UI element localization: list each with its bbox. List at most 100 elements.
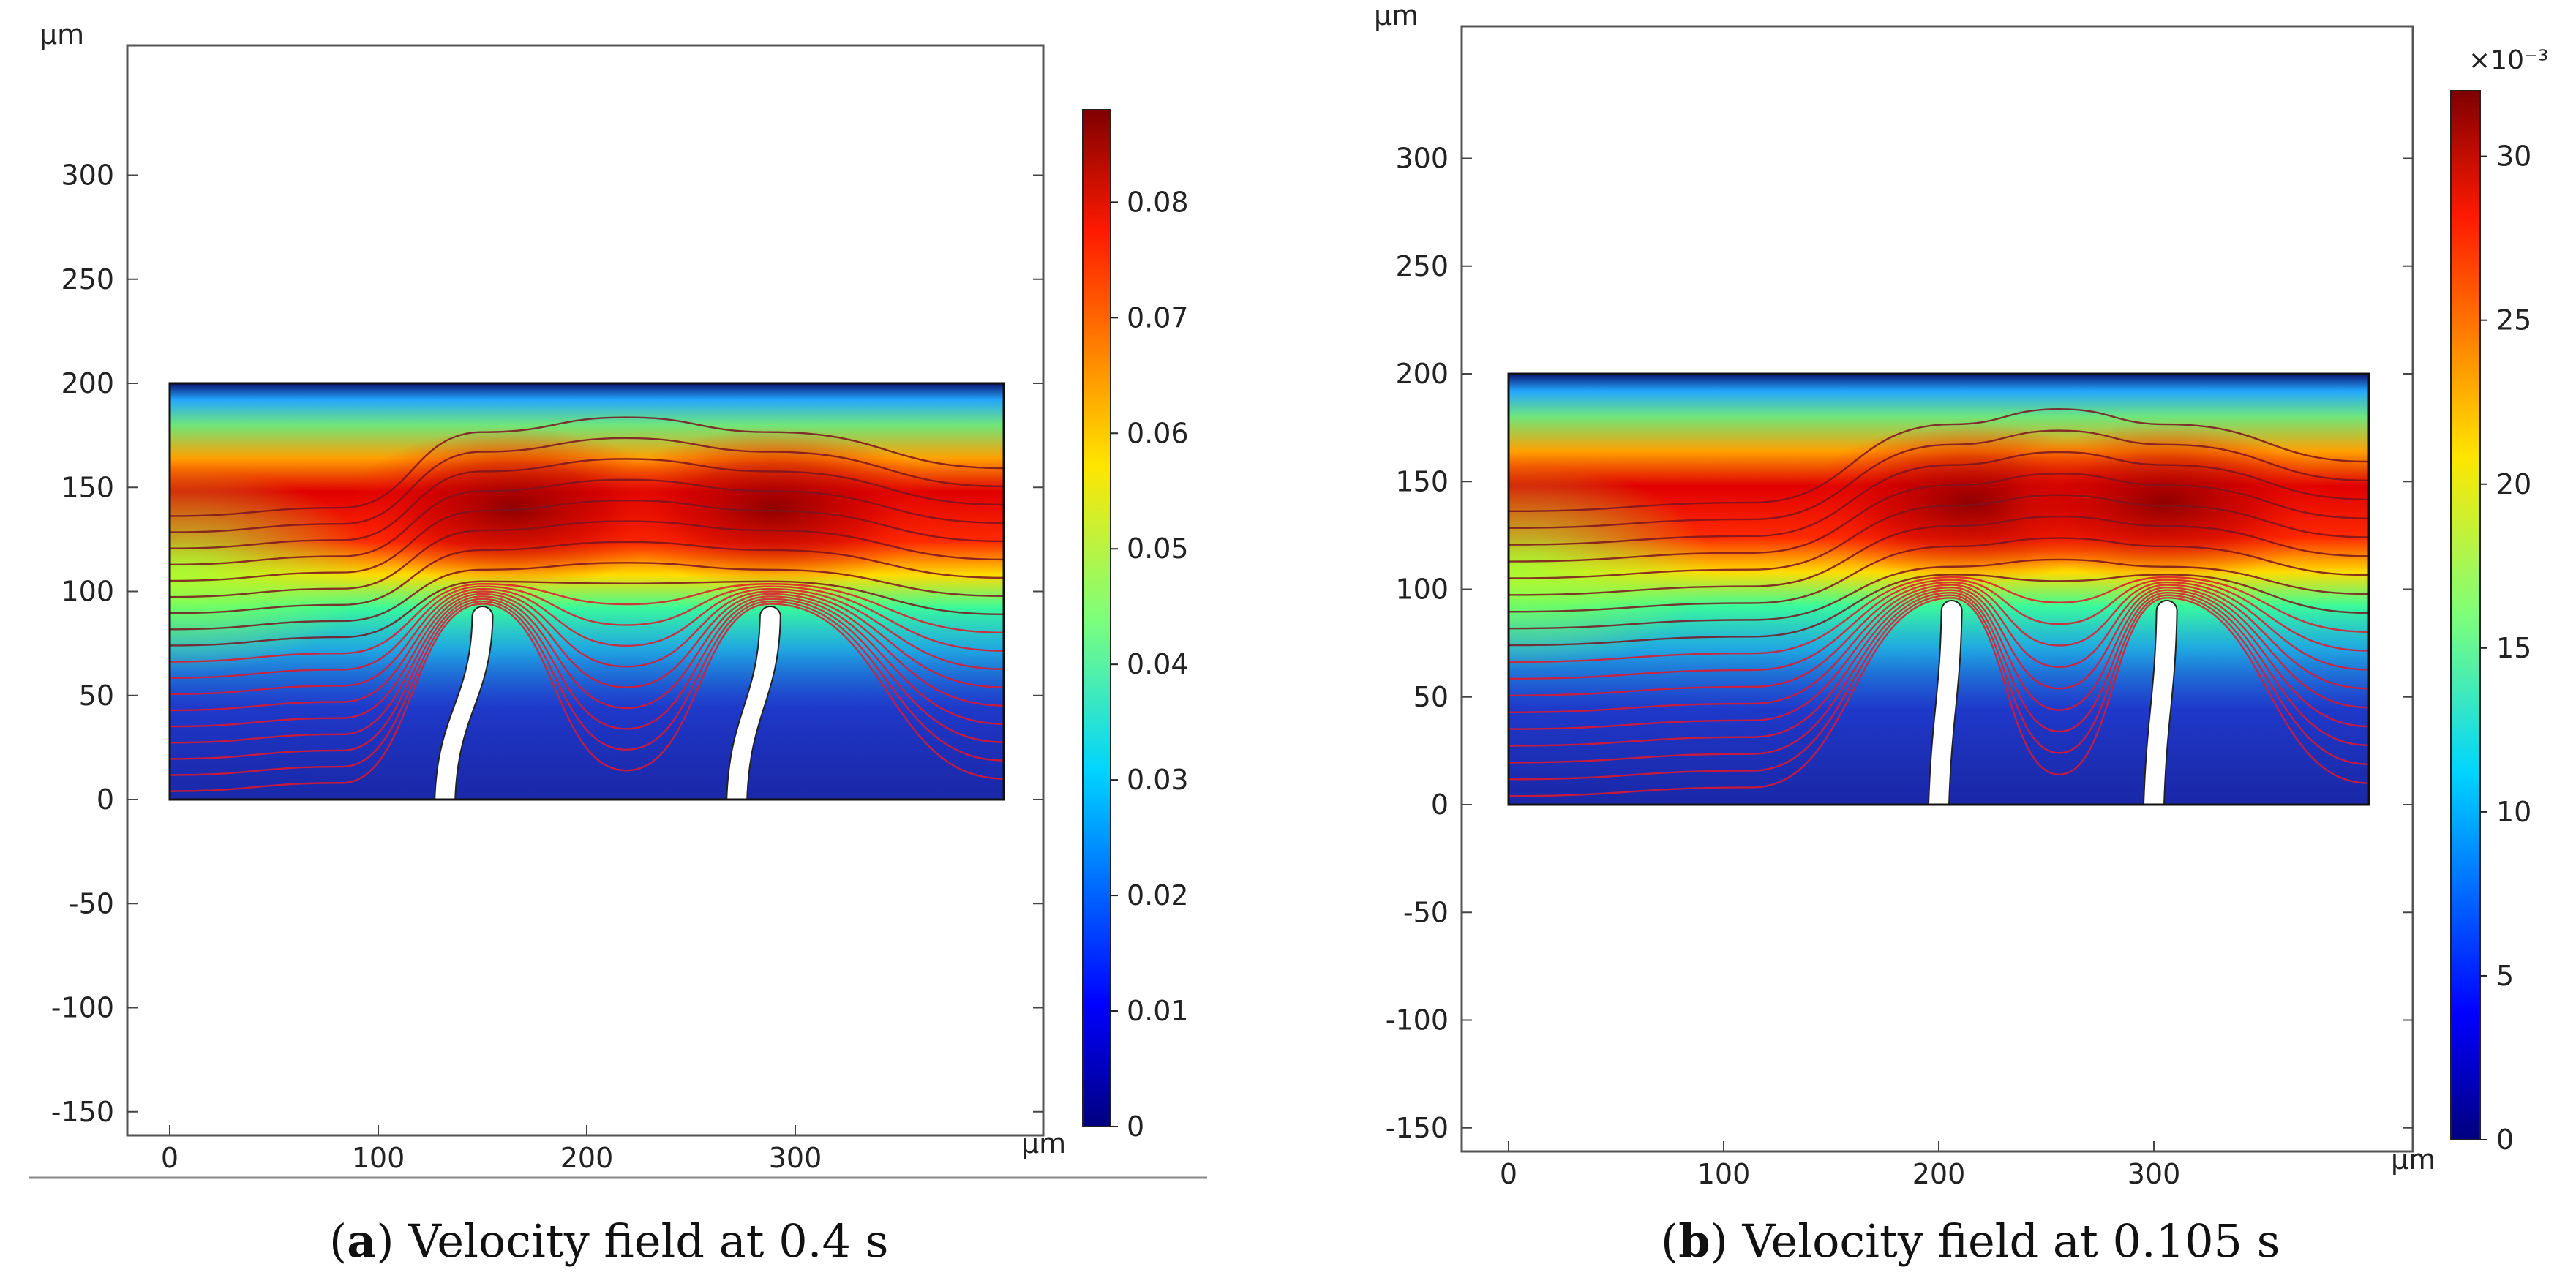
caption-paren-close: ) <box>1711 1214 1728 1268</box>
x-tick-label: 100 <box>1697 1158 1751 1190</box>
streamline-16 <box>170 458 1004 549</box>
domain-outline <box>1507 372 2370 806</box>
colorbar-tick-label: 20 <box>2496 468 2531 500</box>
colorbar-tick-label: 5 <box>2496 960 2514 992</box>
colorbar-tick-label: 0.03 <box>1127 764 1189 796</box>
cilium-1 <box>1927 600 1963 805</box>
streamline-14 <box>1509 494 2369 579</box>
y-tick-label: -100 <box>51 992 114 1024</box>
caption-text: Velocity field at 0.105 s <box>1728 1214 2280 1268</box>
streamline-4 <box>170 595 1004 744</box>
velocity-peak-1 <box>345 427 683 589</box>
cilium-1 <box>434 606 494 800</box>
streamline-8 <box>170 585 1004 679</box>
domain-outline <box>168 382 1005 801</box>
y-tick-label: -50 <box>1403 896 1449 928</box>
caption-text: Velocity field at 0.4 s <box>394 1214 889 1268</box>
streamline-4 <box>1509 589 2369 747</box>
streamline-6 <box>1509 584 2369 713</box>
streamline-15 <box>1509 473 2369 563</box>
colorbar-tick-label: 10 <box>2496 796 2531 828</box>
streamline-3 <box>170 598 1004 760</box>
y-axis-unit: μm <box>40 18 84 50</box>
y-tick-label: 0 <box>1431 789 1449 821</box>
y-tick-label: 100 <box>1395 574 1449 606</box>
x-tick-label: 0 <box>1500 1158 1517 1190</box>
x-axis-unit: μm <box>1021 1127 1066 1159</box>
x-tick-label: 100 <box>352 1142 405 1174</box>
streamline-5 <box>1509 586 2369 730</box>
cilium-2 <box>2142 600 2178 805</box>
x-tick-label: 200 <box>560 1142 614 1174</box>
streamline-8 <box>1509 579 2369 680</box>
streamline-11 <box>1509 558 2369 630</box>
streamline-9 <box>1509 576 2369 663</box>
panel-a: -150 -100 -50 0 50 100 150 200 250 300 0 100 200 300 μ… <box>29 18 1207 1268</box>
caption-paren-open: ( <box>329 1214 347 1268</box>
velocity-peak-2 <box>1996 422 2333 584</box>
streamline-10 <box>170 580 1004 647</box>
caption-paren-close: ) <box>376 1214 394 1268</box>
y-tick-label: -150 <box>1386 1112 1449 1144</box>
colorbar-tick-label: 0 <box>2496 1124 2514 1156</box>
streamline-5 <box>170 593 1004 728</box>
colorbar-tick-label: 30 <box>2496 140 2531 173</box>
colorbar <box>1082 109 1111 1127</box>
y-tick-label: 250 <box>1395 250 1449 282</box>
colorbar-tick-label: 0.05 <box>1127 533 1189 565</box>
colorbar-tick-label: 0.04 <box>1127 648 1189 680</box>
y-tick-label: 300 <box>61 159 114 192</box>
streamline-17 <box>1509 429 2369 529</box>
streamline-1 <box>170 603 1004 792</box>
x-tick-label: 200 <box>1912 1158 1966 1190</box>
y-tick-label: 150 <box>1395 465 1449 497</box>
streamline-17 <box>170 437 1004 533</box>
streamline-7 <box>170 587 1004 696</box>
x-tick-label: 0 <box>161 1142 179 1174</box>
colorbar-tick-label: 0.08 <box>1127 186 1189 218</box>
colorbar-tick-label: 25 <box>2496 304 2531 336</box>
streamline-12 <box>1509 537 2369 613</box>
streamline-18 <box>170 416 1004 517</box>
streamline-16 <box>1509 451 2369 546</box>
colorbar-tick-label: 0.07 <box>1127 301 1189 334</box>
y-tick-label: 50 <box>1413 681 1449 713</box>
y-tick-label: 200 <box>1395 358 1449 390</box>
panel-caption: (b) Velocity field at 0.105 s <box>1661 1214 2280 1268</box>
streamline-2 <box>170 600 1004 776</box>
y-tick-label: -100 <box>1386 1004 1449 1037</box>
streamline-10 <box>1509 574 2369 647</box>
x-tick-label: 300 <box>2128 1158 2181 1190</box>
streamline-15 <box>170 478 1004 566</box>
colorbar <box>2450 90 2481 1140</box>
x-axis-unit: μm <box>2391 1143 2436 1176</box>
x-tick-label: 300 <box>769 1142 822 1174</box>
cilium-2 <box>726 606 781 800</box>
panel-caption: (a) Velocity field at 0.4 s <box>329 1214 888 1268</box>
caption-paren-open: ( <box>1661 1214 1678 1268</box>
colorbar-tick-label: 0.02 <box>1127 879 1189 911</box>
streamline-2 <box>1509 594 2369 781</box>
left-green-wash <box>1509 465 1713 671</box>
colorbar-tick-label: 0.06 <box>1127 417 1189 449</box>
y-tick-label: -50 <box>69 887 114 920</box>
streamline-14 <box>170 499 1004 582</box>
streamline-9 <box>170 583 1004 663</box>
plot-frame <box>126 44 1045 1137</box>
colorbar-multiplier: ×10⁻³ <box>2468 45 2548 75</box>
streamline-13 <box>1509 515 2369 596</box>
streamline-13 <box>170 520 1004 598</box>
streamline-18 <box>1509 408 2369 513</box>
colorbar-tick-label: 0 <box>1127 1110 1144 1143</box>
velocity-field <box>170 383 1004 800</box>
streamline-1 <box>1509 597 2369 797</box>
y-tick-label: 100 <box>61 576 114 608</box>
streamline-7 <box>1509 581 2369 696</box>
streamline-3 <box>1509 592 2369 764</box>
colorbar-tick-label: 15 <box>2496 632 2531 664</box>
y-tick-label: 150 <box>61 471 114 503</box>
streamline-12 <box>170 541 1004 614</box>
y-tick-label: 250 <box>61 263 114 296</box>
